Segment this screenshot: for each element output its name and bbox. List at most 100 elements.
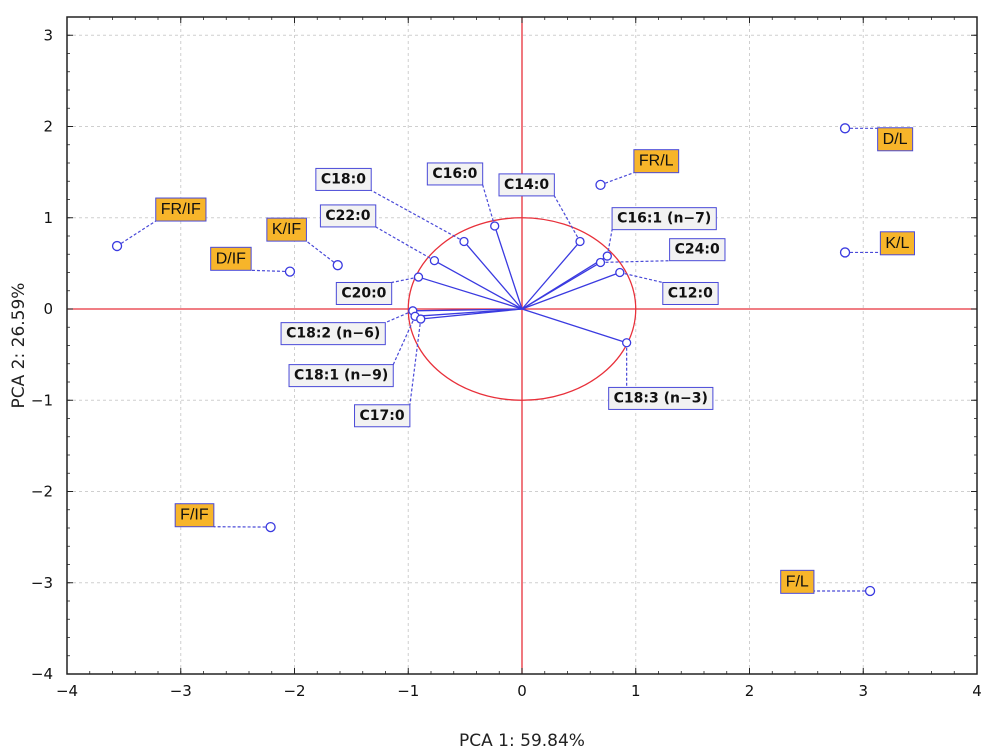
- leader-line: [600, 172, 635, 186]
- variable-point: [490, 221, 500, 231]
- y-tick-label: −4: [31, 665, 53, 683]
- y-tick-label: 1: [43, 209, 53, 227]
- variable-label-text: C18:2 (n−6): [286, 326, 380, 342]
- variable-label-box: [669, 238, 726, 262]
- sample-label: K/IF: [266, 217, 307, 242]
- variable-label-text: C24:0: [675, 242, 720, 258]
- variable-label-text: C22:0: [325, 208, 370, 224]
- variable-label: C18:0: [315, 167, 372, 191]
- point-labels: C18:0 C16:0 C14:0 C22:0 C16:1 (n−7) C24:0 C20:…: [155, 127, 915, 594]
- variable-point: [416, 314, 426, 324]
- loading-vector: [434, 260, 523, 310]
- axis-ticks: −4 −3 −2 −1 0 1 2 3 4 −4 −3 −2 −1 0 1 2 3: [31, 17, 982, 700]
- x-tick-label: 2: [745, 682, 755, 700]
- variable-point: [622, 338, 632, 348]
- variable-label-text: C18:1 (n−9): [294, 368, 388, 384]
- sample-label: F/L: [780, 569, 815, 594]
- leader-line: [370, 189, 465, 243]
- variable-label: C16:1 (n−7): [611, 207, 717, 231]
- variable-label-text: C16:1 (n−7): [617, 211, 711, 227]
- y-tick-label: −3: [31, 574, 53, 592]
- sample-label-box: [633, 149, 680, 174]
- data-points: [111, 123, 876, 597]
- variable-point: [413, 272, 424, 282]
- leader-line: [306, 240, 339, 266]
- variable-label: C18:3 (n−3): [608, 386, 714, 410]
- sample-label-text: K/L: [885, 235, 909, 252]
- x-tick-label: 3: [858, 682, 868, 700]
- x-tick-label: −3: [170, 682, 192, 700]
- variable-label-box: [280, 322, 386, 346]
- y-tick-label: 0: [43, 300, 53, 318]
- leader-line: [619, 271, 663, 284]
- sample-label-text: F/L: [786, 573, 809, 590]
- sample-point: [265, 521, 276, 533]
- variable-label-box: [426, 162, 484, 186]
- leader-line: [482, 184, 496, 227]
- loading-vector: [521, 241, 581, 310]
- sample-label: D/IF: [210, 246, 252, 271]
- x-tick-label: 4: [972, 682, 982, 700]
- leader-line: [553, 195, 581, 242]
- y-tick-label: −1: [31, 391, 53, 409]
- y-tick-label: −2: [31, 483, 53, 501]
- sample-label-box: [210, 246, 252, 271]
- variable-point: [615, 267, 625, 278]
- variable-label: C16:0: [426, 162, 484, 186]
- x-tick-label: 0: [517, 682, 527, 700]
- variable-label-box: [354, 404, 411, 428]
- variable-label-text: C18:3 (n−3): [614, 390, 708, 406]
- correlation-circle: [407, 217, 637, 401]
- variable-point: [459, 236, 469, 247]
- zero-axes: [67, 17, 977, 674]
- variable-label-box: [662, 281, 719, 305]
- sample-label-box: [877, 127, 914, 152]
- leader-line: [116, 220, 157, 247]
- sample-label-text: K/IF: [272, 221, 302, 238]
- leader-line: [600, 260, 670, 264]
- leader-line: [606, 229, 613, 257]
- variable-point: [429, 255, 440, 266]
- sample-point: [111, 240, 123, 252]
- variable-label-box: [288, 364, 394, 388]
- sample-label: FR/IF: [155, 197, 207, 222]
- leader-line: [409, 318, 422, 405]
- sample-label: K/L: [879, 231, 915, 256]
- variable-label-box: [335, 281, 393, 305]
- loading-vector: [420, 308, 523, 320]
- variable-label: C20:0: [335, 281, 393, 305]
- sample-label: F/IF: [174, 503, 215, 528]
- sample-point: [595, 179, 606, 191]
- x-tick-label: −2: [283, 682, 305, 700]
- loading-vector: [521, 261, 601, 310]
- x-tick-label: −4: [56, 682, 78, 700]
- loading-vector: [494, 225, 523, 310]
- loading-vector: [463, 241, 523, 310]
- variable-label: C14:0: [498, 173, 555, 197]
- sample-point: [864, 585, 876, 597]
- loading-vector: [418, 276, 523, 310]
- sample-point: [839, 123, 851, 134]
- sample-label-box: [155, 197, 207, 222]
- sample-label-box: [879, 231, 915, 256]
- variable-label-text: C17:0: [360, 408, 405, 424]
- sample-label: FR/L: [633, 149, 680, 174]
- leader-line: [391, 276, 419, 284]
- sample-label-box: [780, 569, 815, 594]
- variable-point: [575, 236, 585, 247]
- loading-vector: [521, 271, 621, 310]
- sample-point: [332, 260, 343, 271]
- sample-label-text: FR/IF: [161, 201, 201, 218]
- variable-label-box: [611, 207, 717, 231]
- variable-label: C18:1 (n−9): [288, 364, 394, 388]
- variable-label: C18:2 (n−6): [280, 322, 386, 346]
- sample-label-text: FR/L: [639, 153, 674, 170]
- variable-point: [602, 251, 612, 261]
- unit-circle: [407, 217, 637, 401]
- variable-label-text: C14:0: [504, 177, 549, 193]
- sample-point: [839, 247, 851, 258]
- sample-label-text: F/IF: [180, 507, 209, 524]
- variable-label-text: C18:0: [321, 171, 366, 187]
- variable-label: C24:0: [669, 238, 726, 262]
